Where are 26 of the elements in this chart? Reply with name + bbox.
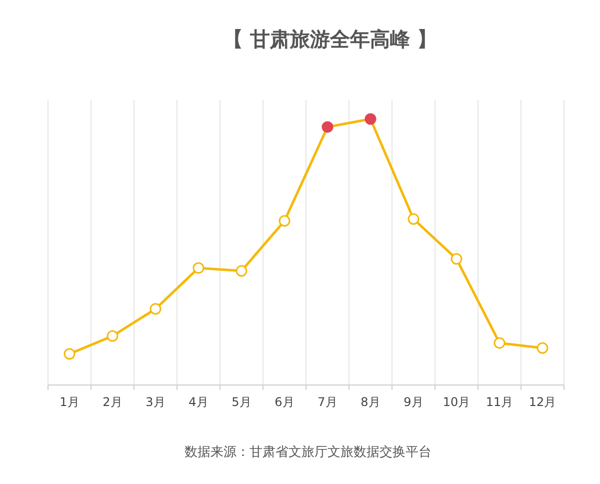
x-tick-label: 11月 — [486, 395, 514, 409]
chart-title: 【 甘肃旅游全年高峰 】 — [223, 27, 437, 51]
point — [322, 121, 334, 133]
point — [450, 253, 462, 265]
x-tick-label: 5月 — [232, 395, 252, 409]
point — [408, 213, 420, 225]
x-tick-label: 2月 — [102, 395, 122, 409]
point — [536, 342, 548, 354]
x-tick-label: 4月 — [188, 395, 208, 409]
point — [106, 330, 118, 342]
point — [364, 113, 376, 125]
x-tick-label: 9月 — [404, 395, 424, 409]
point — [494, 337, 506, 349]
x-tick-label: 8月 — [360, 395, 380, 409]
x-tick-label: 10月 — [442, 395, 470, 409]
x-tick-label: 12月 — [528, 395, 556, 409]
point — [236, 265, 248, 277]
point — [150, 303, 162, 315]
x-tick-label: 6月 — [274, 395, 294, 409]
point — [278, 215, 290, 227]
point — [192, 262, 204, 274]
point — [64, 348, 76, 360]
source-note: 数据来源：甘肃省文旅厅文旅数据交换平台 — [184, 444, 432, 460]
x-tick-label: 7月 — [318, 395, 338, 409]
x-tick-label: 3月 — [146, 395, 166, 409]
x-tick-label: 1月 — [60, 395, 80, 409]
